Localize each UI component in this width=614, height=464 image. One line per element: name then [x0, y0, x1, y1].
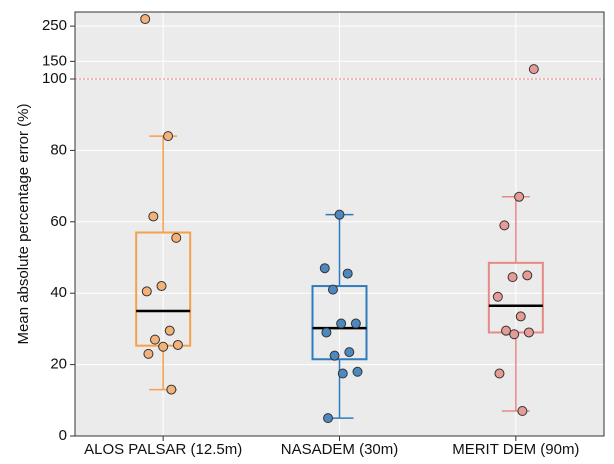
point	[163, 131, 174, 142]
point	[492, 291, 503, 302]
point	[515, 311, 526, 322]
point	[327, 284, 338, 295]
point	[172, 339, 183, 350]
point	[321, 327, 332, 338]
point	[522, 270, 533, 281]
point	[141, 286, 152, 297]
y-tick-label: 150	[42, 52, 67, 69]
x-tick-label: ALOS PALSAR (12.5m)	[84, 441, 242, 458]
point	[523, 327, 534, 338]
point	[329, 350, 340, 361]
point	[344, 347, 355, 358]
y-axis-label: Mean absolute percentage error (%)	[15, 104, 32, 345]
x-tick-label: NASADEM (30m)	[281, 441, 399, 458]
point	[350, 318, 361, 329]
y-tick-label: 80	[50, 141, 67, 158]
point	[337, 368, 348, 379]
point	[319, 263, 330, 274]
point	[140, 14, 151, 25]
point	[149, 334, 160, 345]
point	[499, 220, 510, 231]
point	[494, 368, 505, 379]
point	[336, 318, 347, 329]
point	[171, 232, 182, 243]
y-tick-label: 60	[50, 213, 67, 230]
point	[342, 268, 353, 279]
y-tick-label: 0	[59, 427, 67, 444]
point	[352, 366, 363, 377]
frame	[74, 11, 605, 437]
point	[334, 209, 345, 220]
point	[517, 406, 528, 417]
point	[501, 325, 512, 336]
point	[507, 272, 518, 283]
x-tick-label: MERIT DEM (90m)	[452, 441, 579, 458]
point	[143, 348, 154, 359]
point	[166, 384, 177, 395]
y-tick-label: 40	[50, 284, 67, 301]
point	[148, 211, 159, 222]
box	[311, 285, 368, 361]
point	[509, 329, 520, 340]
point	[323, 413, 334, 424]
y-tick-label: 100	[42, 70, 67, 87]
point	[156, 281, 167, 292]
point	[514, 191, 525, 202]
point	[164, 325, 175, 336]
point	[528, 64, 539, 75]
point	[158, 341, 169, 352]
y-tick-label: 20	[50, 356, 67, 373]
y-tick-label: 250	[42, 17, 67, 34]
